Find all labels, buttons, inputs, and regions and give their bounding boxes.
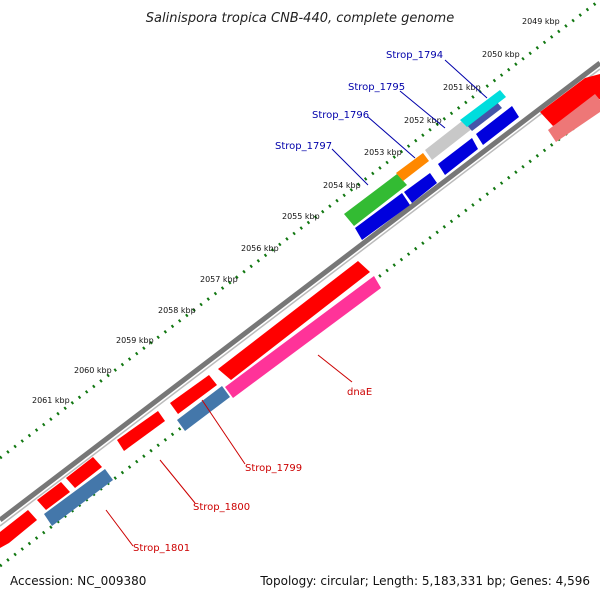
genome-backbone <box>0 61 600 527</box>
gene-arrow[interactable] <box>66 457 102 488</box>
gene-labels: Strop_1794 Strop_1795 Strop_1796 Strop_1… <box>133 50 443 554</box>
gene-arrow-strop-1799[interactable] <box>218 261 370 380</box>
gene-arrow[interactable] <box>476 106 519 145</box>
tick-labels: 2049 kbp 2050 kbp 2051 kbp 2052 kbp 2053… <box>32 17 560 405</box>
outer-tick-track <box>0 0 600 460</box>
reverse-genes <box>44 94 600 526</box>
gene-arrow[interactable] <box>404 173 437 203</box>
gene-arrow[interactable] <box>540 74 600 126</box>
map-title: Salinispora tropica CNB-440, complete ge… <box>146 11 454 26</box>
tick-label: 2054 kbp <box>323 181 361 190</box>
gene-label-strop-1795[interactable]: Strop_1795 <box>348 82 405 93</box>
tick-label: 2055 kbp <box>282 212 320 221</box>
gene-label-strop-1796[interactable]: Strop_1796 <box>312 110 369 121</box>
tick-label: 2051 kbp <box>443 83 481 92</box>
accession-text: Accession: NC_009380 <box>10 574 147 588</box>
forward-genes <box>0 74 600 548</box>
genome-summary-text: Topology: circular; Length: 5,183,331 bp… <box>260 574 590 588</box>
gene-label-strop-1794[interactable]: Strop_1794 <box>386 50 443 61</box>
tick-label: 2059 kbp <box>116 336 154 345</box>
gene-arrow-dnaE[interactable] <box>225 276 381 398</box>
gene-arrow-strop-1796[interactable] <box>425 118 473 160</box>
gene-arrow-strop-1800[interactable] <box>177 386 230 431</box>
gene-arrow[interactable] <box>355 193 410 240</box>
label-leaders <box>105 59 488 547</box>
tick-label: 2058 kbp <box>158 306 196 315</box>
gene-cluster <box>344 90 519 240</box>
gene-arrow-strop-1795[interactable] <box>466 101 502 131</box>
gene-label-strop-1799[interactable]: Strop_1799 <box>245 463 302 474</box>
tick-label: 2050 kbp <box>482 50 520 59</box>
gene-arrow[interactable] <box>548 94 600 142</box>
tick-label: 2052 kbp <box>404 116 442 125</box>
gene-arrow[interactable] <box>117 411 165 451</box>
tick-label: 2056 kbp <box>241 244 279 253</box>
tick-label: 2061 kbp <box>32 396 70 405</box>
gene-arrow-strop-1797[interactable] <box>344 174 407 226</box>
gene-label-strop-1801[interactable]: Strop_1801 <box>133 543 190 554</box>
tick-label: 2057 kbp <box>200 275 238 284</box>
gene-arrow-strop-1794[interactable] <box>460 90 506 127</box>
tick-label: 2049 kbp <box>522 17 560 26</box>
gene-label-strop-1800[interactable]: Strop_1800 <box>193 502 250 513</box>
gene-arrow[interactable] <box>0 510 37 548</box>
gene-arrow[interactable] <box>396 153 429 181</box>
tick-label: 2060 kbp <box>74 366 112 375</box>
gene-label-dnaE[interactable]: dnaE <box>347 387 372 398</box>
gene-arrow-strop-1801[interactable] <box>44 469 113 526</box>
gene-arrow[interactable] <box>37 482 70 510</box>
gene-label-strop-1797[interactable]: Strop_1797 <box>275 141 332 152</box>
tick-label: 2053 kbp <box>364 148 402 157</box>
gene-arrow[interactable] <box>170 375 217 414</box>
gene-arrow[interactable] <box>438 138 478 175</box>
